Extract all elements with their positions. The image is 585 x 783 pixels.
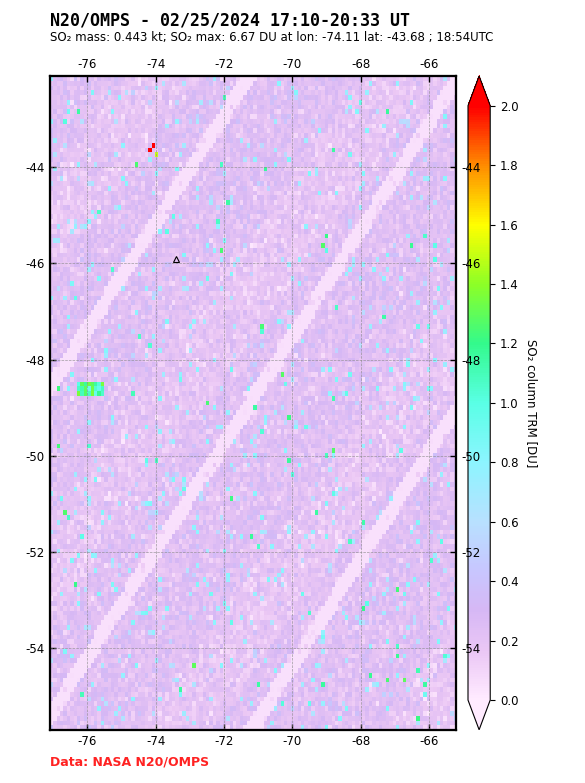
PathPatch shape (468, 700, 490, 730)
PathPatch shape (468, 76, 490, 106)
Text: N20/OMPS - 02/25/2024 17:10-20:33 UT: N20/OMPS - 02/25/2024 17:10-20:33 UT (50, 12, 410, 30)
Text: Data: NASA N20/OMPS: Data: NASA N20/OMPS (50, 756, 209, 769)
Y-axis label: SO₂ column TRM [DU]: SO₂ column TRM [DU] (525, 339, 538, 467)
Text: SO₂ mass: 0.443 kt; SO₂ max: 6.67 DU at lon: -74.11 lat: -43.68 ; 18:54UTC: SO₂ mass: 0.443 kt; SO₂ max: 6.67 DU at … (50, 31, 493, 44)
